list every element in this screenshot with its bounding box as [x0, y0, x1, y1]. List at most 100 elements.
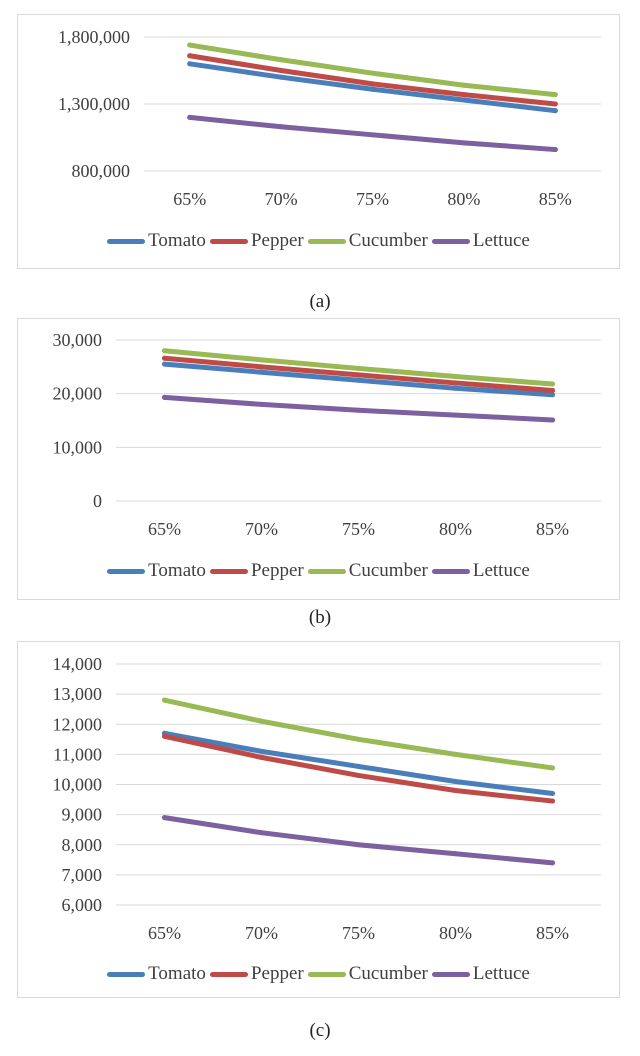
chart-panel-a: 800,000 1,300,000 1,800,000 65% 70% 75% 80% 85%…	[17, 14, 620, 269]
legend-swatch-pepper	[209, 971, 248, 977]
data-point-pepper	[550, 387, 555, 393]
x-tick-label: 75%	[342, 923, 375, 943]
legend-label: Lettuce	[472, 230, 530, 251]
legend-label: Tomato	[148, 963, 206, 984]
data-point-tomato	[278, 74, 284, 80]
legend-swatch-cucumber	[307, 568, 346, 574]
legend-label: Pepper	[250, 963, 304, 984]
legend-label: Lettuce	[472, 963, 530, 984]
data-point-cucumber	[453, 751, 458, 757]
x-tick-label: 80%	[439, 923, 472, 943]
chart-b-plot: 0 10,000 20,000 30,000 65% 70% 75% 80% 85%	[53, 330, 601, 539]
legend-item-pepper: Pepper	[209, 963, 304, 985]
y-tick-label: 6,000	[62, 895, 103, 915]
legend-item-lettuce: Lettuce	[431, 230, 530, 252]
data-point-tomato	[356, 763, 361, 769]
legend-item-cucumber: Cucumber	[307, 963, 428, 985]
legend-item-tomato: Tomato	[107, 230, 206, 252]
caption-c: (c)	[309, 1020, 331, 1041]
data-point-pepper	[162, 355, 167, 361]
data-point-lettuce	[278, 124, 284, 130]
data-point-tomato	[461, 97, 467, 103]
data-point-cucumber	[278, 57, 284, 63]
data-point-tomato	[550, 791, 555, 797]
y-tick-label: 11,000	[53, 744, 102, 764]
data-point-lettuce	[552, 147, 558, 153]
data-point-lettuce	[259, 830, 264, 836]
series-line-pepper	[187, 53, 558, 107]
data-point-pepper	[162, 733, 167, 739]
y-tick-label: 7,000	[62, 865, 103, 885]
data-point-cucumber	[461, 82, 467, 88]
chart-a-plot: 800,000 1,300,000 1,800,000 65% 70% 75% 80% 85%	[58, 27, 601, 209]
data-point-cucumber	[356, 365, 361, 371]
chart-c-plot: 6,000 7,000 8,000 9,000 10,000 11,000 12,000 13…	[53, 654, 601, 943]
data-point-tomato	[453, 778, 458, 784]
x-tick-label: 70%	[265, 189, 298, 209]
x-tick-label: 65%	[148, 519, 181, 539]
x-tick-label: 80%	[439, 519, 472, 539]
y-tick-label: 1,300,000	[58, 94, 130, 114]
data-point-lettuce	[370, 132, 375, 138]
data-point-lettuce	[550, 417, 555, 423]
data-point-pepper	[461, 92, 467, 98]
data-point-tomato	[162, 361, 167, 367]
x-tick-label: 65%	[173, 189, 206, 209]
data-point-lettuce	[356, 842, 361, 848]
legend-swatch-tomato	[107, 568, 146, 574]
x-tick-label: 85%	[536, 923, 569, 943]
legend-item-lettuce: Lettuce	[431, 963, 530, 985]
legend-item-pepper: Pepper	[209, 230, 304, 252]
legend-swatch-cucumber	[307, 238, 346, 244]
data-point-lettuce	[259, 401, 264, 407]
data-point-pepper	[550, 798, 555, 804]
y-tick-label: 30,000	[53, 330, 103, 350]
y-tick-label: 10,000	[53, 775, 103, 795]
data-point-cucumber	[162, 348, 167, 354]
legend-swatch-lettuce	[431, 238, 470, 244]
series-line-cucumber	[162, 697, 555, 771]
series-line-lettuce	[162, 815, 555, 866]
legend-swatch-tomato	[107, 238, 146, 244]
legend-label: Lettuce	[472, 560, 530, 581]
data-point-tomato	[552, 108, 558, 114]
data-point-cucumber	[550, 381, 555, 387]
data-point-cucumber	[162, 697, 167, 703]
x-tick-label: 70%	[245, 923, 278, 943]
chart-b-legend: Tomato Pepper Cucumber Lettuce	[18, 560, 619, 582]
legend-item-lettuce: Lettuce	[431, 560, 530, 582]
data-point-cucumber	[370, 70, 375, 76]
legend-item-cucumber: Cucumber	[307, 230, 428, 252]
data-point-cucumber	[453, 373, 458, 379]
data-point-pepper	[356, 372, 361, 378]
y-tick-label: 1,800,000	[58, 27, 130, 47]
data-point-cucumber	[552, 92, 558, 98]
x-tick-label: 70%	[245, 519, 278, 539]
legend-swatch-tomato	[107, 971, 146, 977]
legend-swatch-cucumber	[307, 971, 346, 977]
data-point-lettuce	[162, 394, 167, 400]
x-tick-label: 85%	[539, 189, 572, 209]
data-point-cucumber	[259, 357, 264, 363]
y-tick-label: 9,000	[62, 805, 103, 825]
y-tick-label: 14,000	[53, 654, 103, 674]
legend-label: Tomato	[148, 560, 206, 581]
data-point-pepper	[552, 101, 558, 107]
data-point-pepper	[453, 380, 458, 386]
legend-label: Cucumber	[348, 560, 428, 581]
data-point-cucumber	[259, 718, 264, 724]
data-point-tomato	[550, 392, 555, 398]
legend-label: Cucumber	[348, 963, 428, 984]
x-tick-label: 85%	[536, 519, 569, 539]
legend-label: Tomato	[148, 230, 206, 251]
legend-swatch-pepper	[209, 238, 248, 244]
data-point-pepper	[278, 68, 284, 73]
legend-item-cucumber: Cucumber	[307, 560, 428, 582]
legend-label: Pepper	[250, 560, 304, 581]
y-tick-label: 10,000	[53, 437, 103, 457]
data-point-pepper	[356, 772, 361, 778]
data-point-lettuce	[461, 140, 467, 146]
y-tick-label: 8,000	[62, 835, 103, 855]
data-point-tomato	[356, 377, 361, 383]
data-point-tomato	[370, 86, 375, 92]
